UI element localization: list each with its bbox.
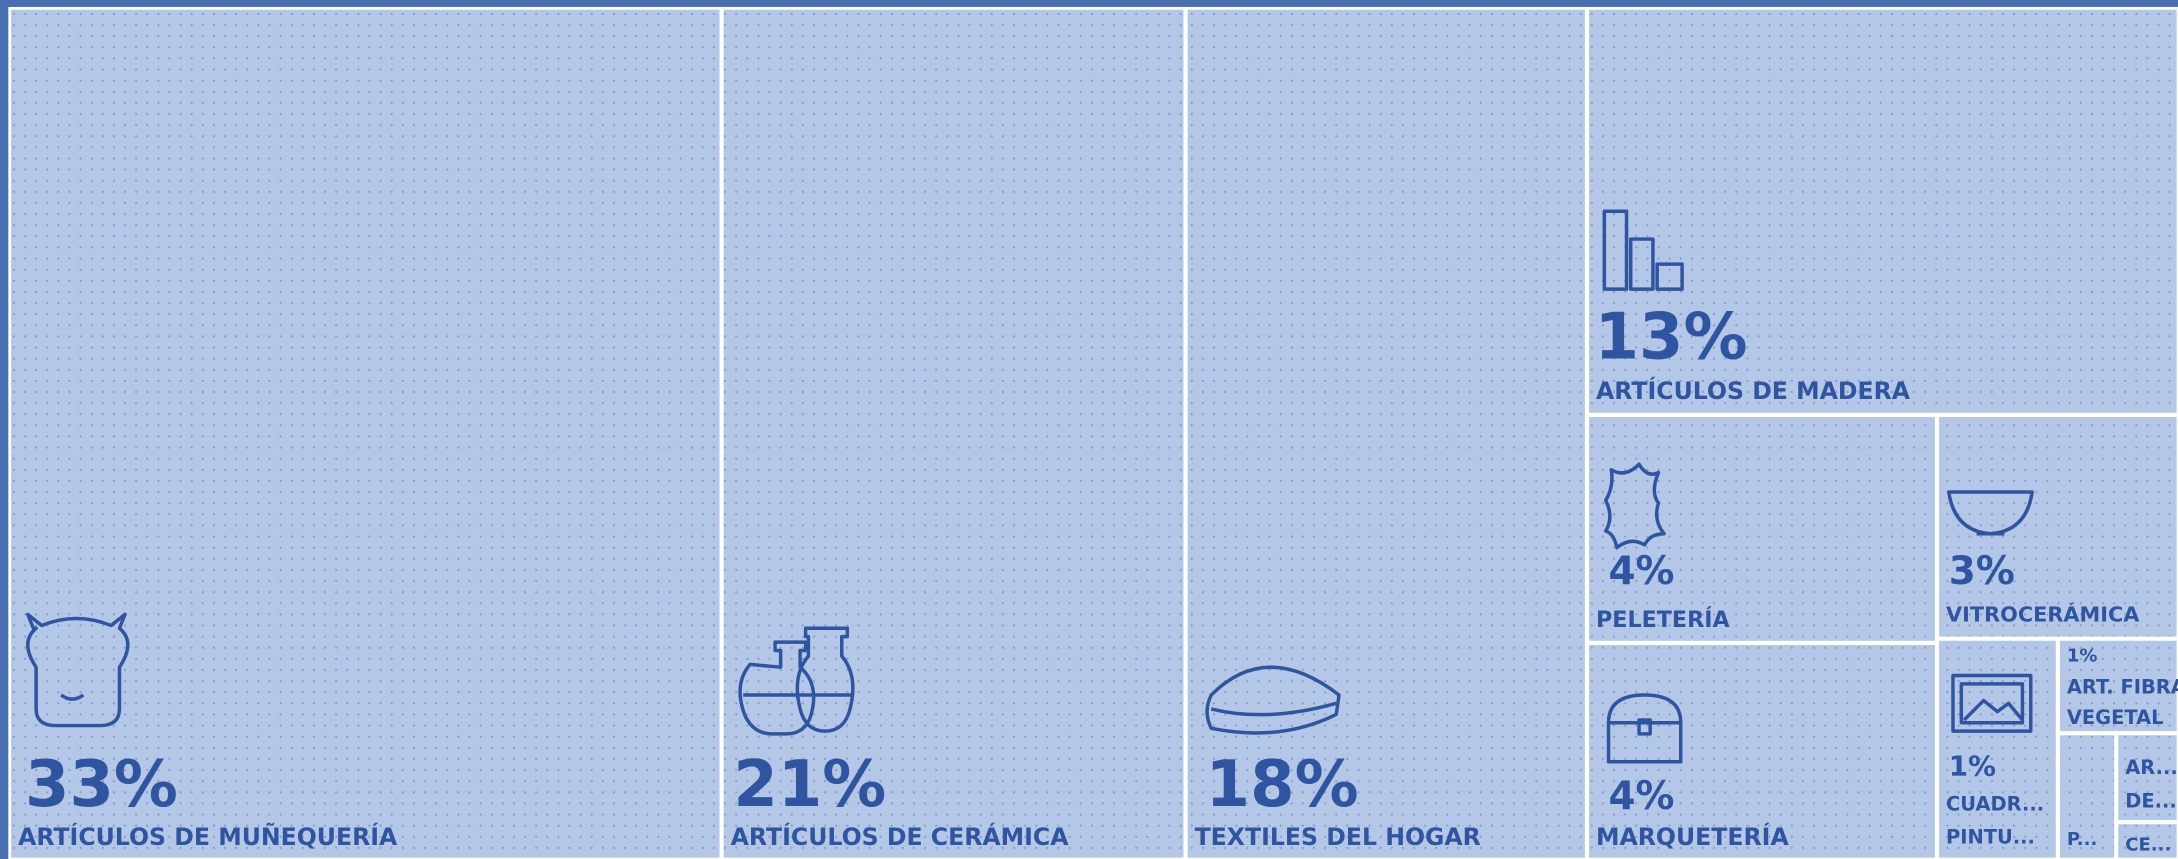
tile-rect bbox=[1586, 6, 2178, 416]
item-label: VITROCERÁMICA bbox=[1946, 601, 2140, 626]
tile-rect bbox=[2115, 821, 2178, 859]
value-label: 21% bbox=[733, 748, 886, 822]
tile: 18%TEXTILES DEL HOGAR bbox=[1184, 6, 1588, 859]
item-label: PELETERÍA bbox=[1596, 605, 1730, 633]
icon bbox=[1602, 209, 1684, 291]
icon bbox=[26, 612, 130, 728]
tile: 3% VITROCERÁMICA bbox=[1936, 414, 2178, 640]
tile-rect bbox=[1936, 414, 2178, 640]
value-label: 18% bbox=[1206, 748, 1359, 822]
tile: 21%ARTÍCULOS DE CERÁMICA bbox=[720, 6, 1187, 859]
value-label: 4% bbox=[1608, 549, 1674, 594]
item-label: VEGETAL bbox=[2067, 706, 2164, 729]
tile-rect bbox=[1184, 6, 1588, 859]
tile: 1% CUADR... PINTU... bbox=[1936, 637, 2059, 859]
item-label: P... bbox=[2067, 829, 2097, 850]
value-label: 1% bbox=[2067, 646, 2098, 667]
tile: P... bbox=[2057, 732, 2117, 859]
item-label: ARTÍCULOS DE CERÁMICA bbox=[731, 823, 1070, 851]
tile: 1% ART. FIBRA VEGETAL bbox=[2057, 637, 2178, 734]
tile: 33%ARTÍCULOS DE MUÑEQUERÍA bbox=[8, 6, 723, 859]
value-label: 33% bbox=[25, 748, 178, 822]
value-label: 4% bbox=[1608, 774, 1674, 819]
item-label: CUADR... bbox=[1946, 792, 2044, 815]
item-label: PINTU... bbox=[1946, 826, 2035, 849]
item-label: ARTÍCULOS DE MADERA bbox=[1596, 377, 1911, 405]
icon bbox=[1947, 490, 2034, 536]
item-label: TEXTILES DEL HOGAR bbox=[1195, 823, 1481, 851]
tile-rect bbox=[2057, 637, 2178, 734]
tile: 4% MARQUETERÍA bbox=[1586, 642, 1938, 859]
item-label: AR... bbox=[2125, 756, 2178, 779]
tile: 4% PELETERÍA bbox=[1586, 414, 1938, 644]
tile-rect bbox=[720, 6, 1187, 859]
tile-rect bbox=[1586, 642, 1938, 859]
tile: 13%ARTÍCULOS DE MADERA bbox=[1586, 6, 2178, 416]
item-label: DE... bbox=[2125, 790, 2177, 813]
item-label: ART. FIBRA bbox=[2067, 676, 2178, 699]
icon bbox=[1603, 462, 1666, 550]
icon bbox=[738, 626, 855, 736]
icon bbox=[1205, 665, 1341, 735]
item-label: MARQUETERÍA bbox=[1596, 823, 1789, 851]
value-label: 13% bbox=[1595, 301, 1748, 375]
icon bbox=[1951, 673, 2033, 733]
tile: AR... DE... bbox=[2115, 732, 2178, 823]
tile: CE... bbox=[2115, 821, 2178, 859]
icon bbox=[1606, 693, 1683, 764]
value-label: 1% bbox=[1949, 750, 1996, 783]
tile-rect bbox=[8, 6, 723, 859]
item-label: CE... bbox=[2125, 835, 2171, 856]
item-label: ARTÍCULOS DE MUÑEQUERÍA bbox=[18, 823, 398, 851]
value-label: 3% bbox=[1949, 549, 2015, 594]
